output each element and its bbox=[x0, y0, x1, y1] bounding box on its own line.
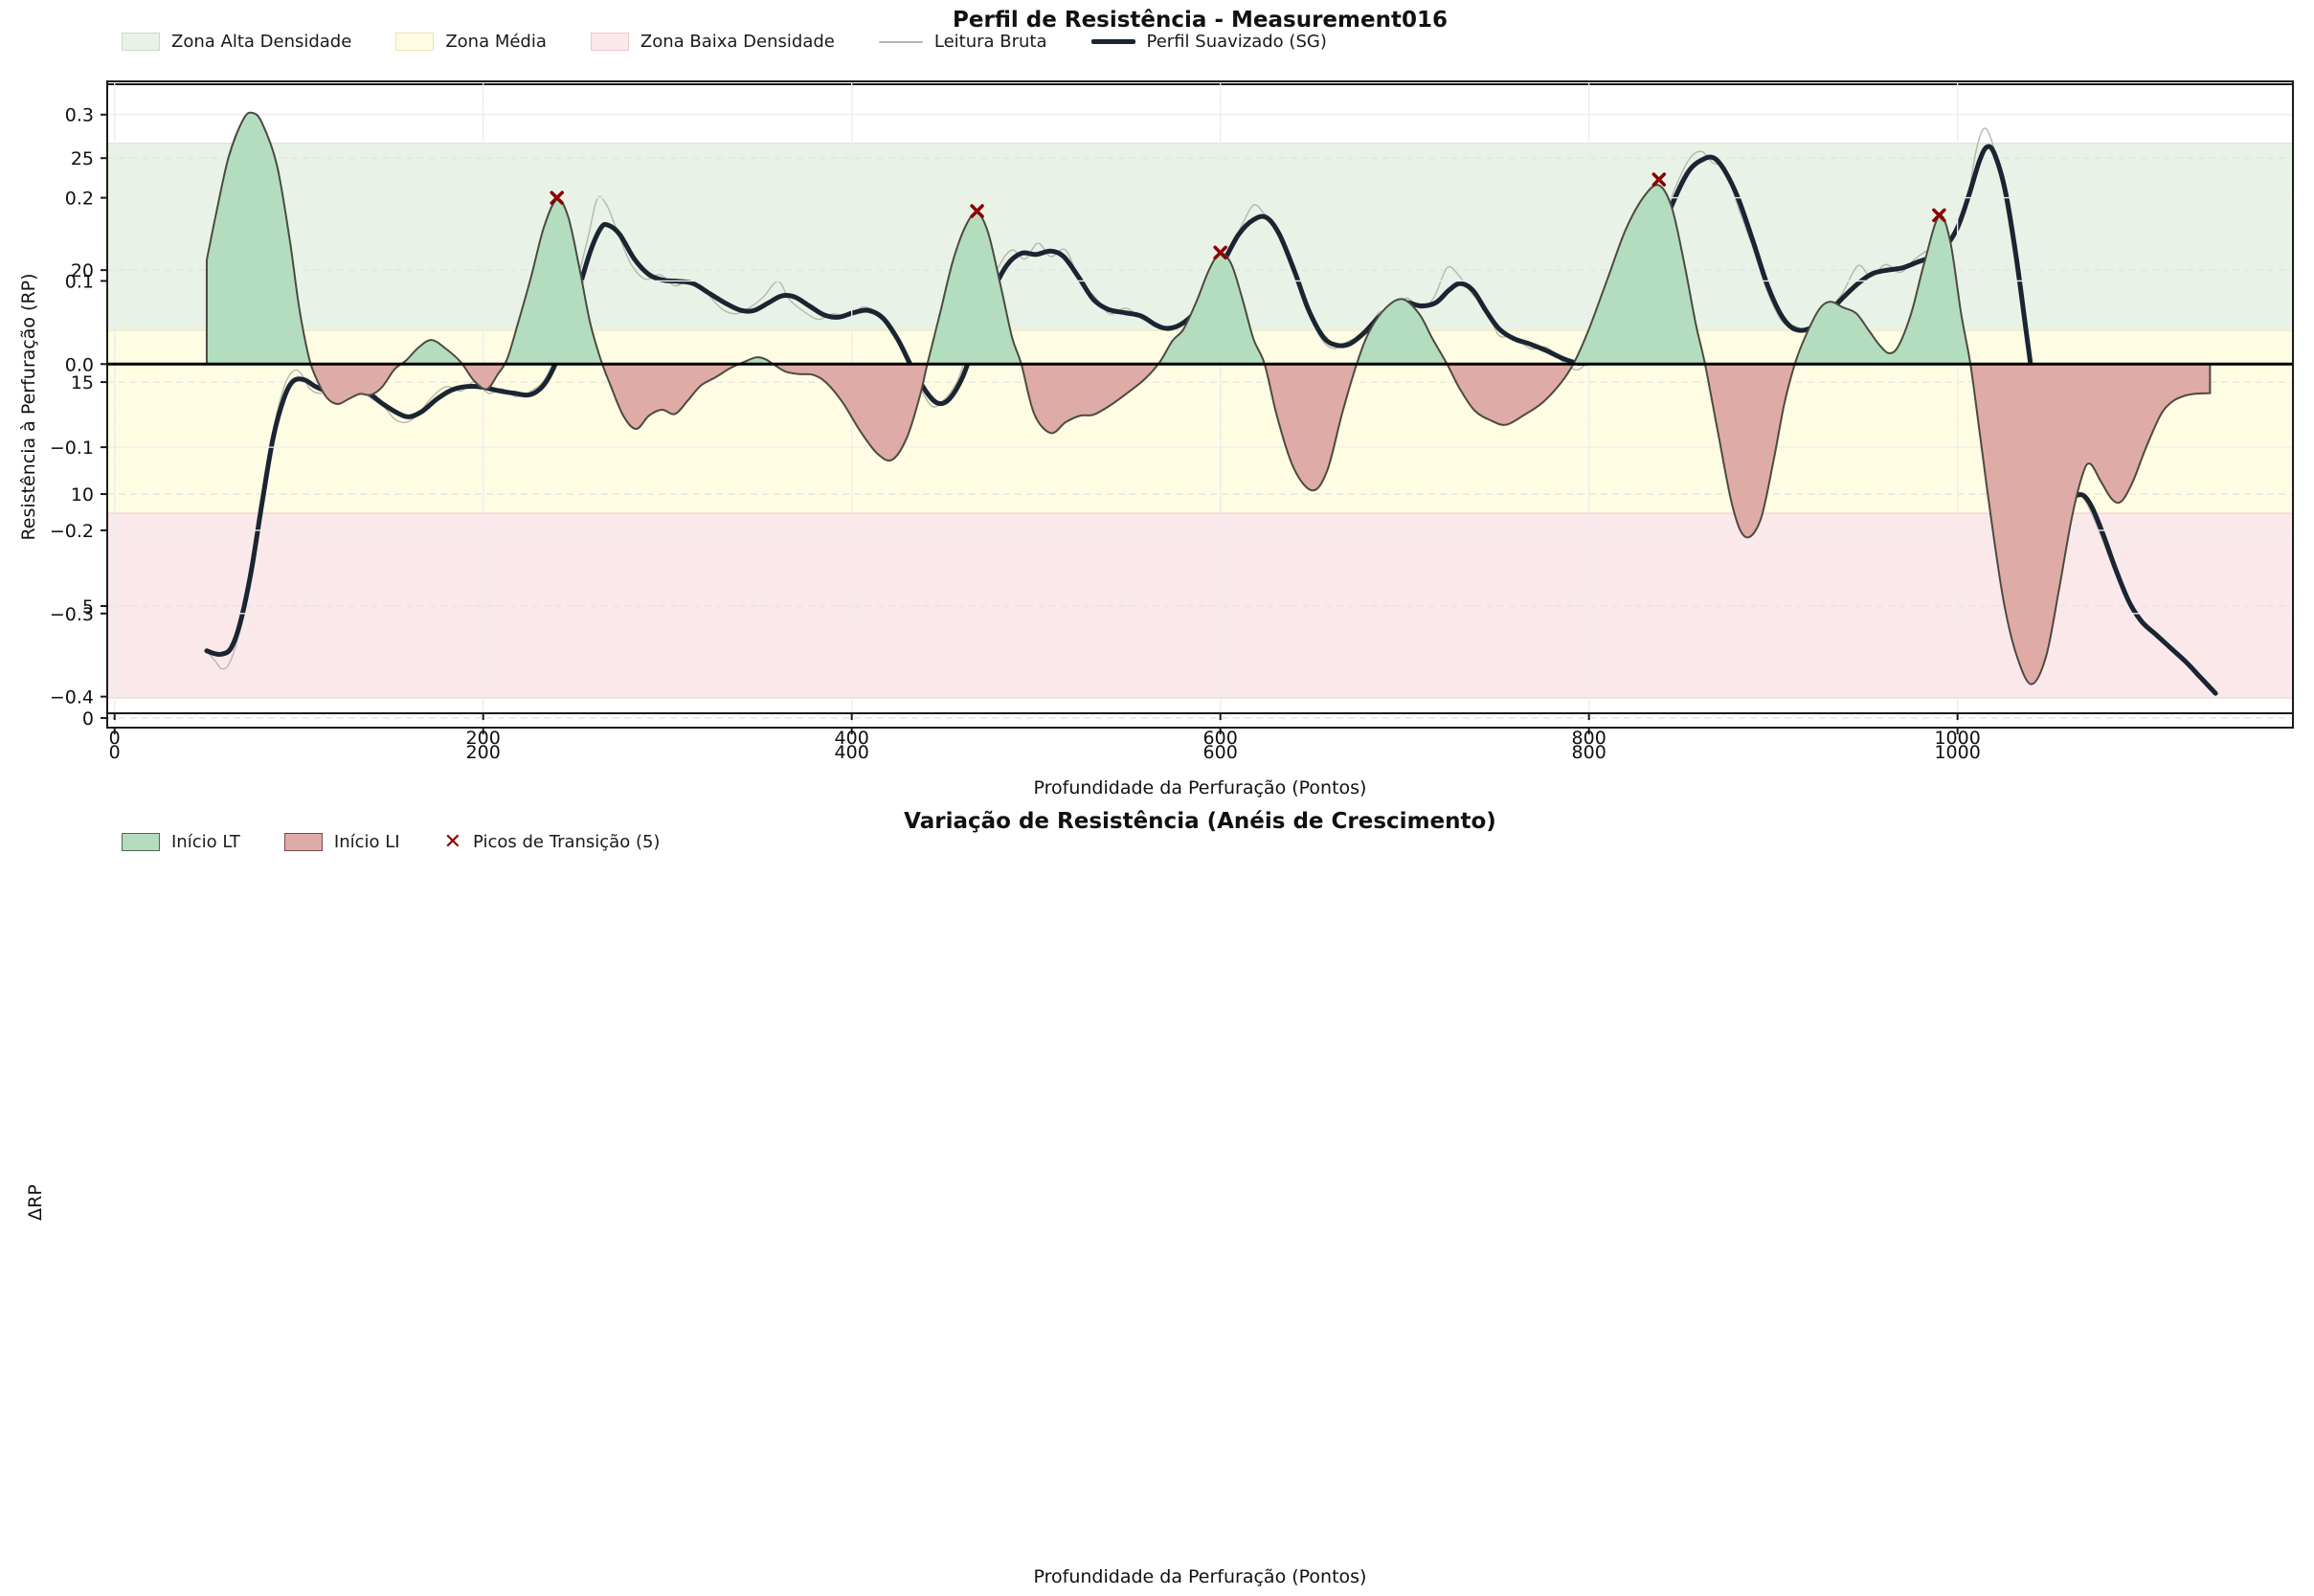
y-tick-label: −0.2 bbox=[50, 521, 94, 542]
y-tick-label: −0.1 bbox=[50, 438, 94, 459]
resistance-chart-xlabel: Profundidade da Perfuração (Pontos) bbox=[1033, 777, 1367, 798]
peak-x-icon bbox=[1213, 245, 1227, 260]
x-tick-label: 200 bbox=[466, 742, 501, 763]
y-tick-label: 0.3 bbox=[65, 105, 94, 126]
variation-chart-title: Variação de Resistência (Anéis de Cresci… bbox=[904, 809, 1496, 834]
x-tick-label: 400 bbox=[835, 728, 869, 749]
legend-patch-icon bbox=[395, 33, 435, 51]
y-tick-label: 0.2 bbox=[65, 189, 94, 210]
legend-item: Início LT bbox=[122, 832, 240, 852]
variation-chart-xlabel: Profundidade da Perfuração (Pontos) bbox=[1033, 1566, 1367, 1587]
peak-x-icon bbox=[970, 204, 984, 218]
variation-delta-plot: 0 200 400 600 800 10000.30.20.10.0−0.1−0.2−0.… bbox=[50, 80, 2294, 749]
legend-item: Zona Média bbox=[395, 32, 547, 52]
y-tick-label: −0.4 bbox=[50, 687, 94, 708]
peak-x-icon bbox=[550, 191, 564, 205]
variation-chart-legend: Início LT Início LI ✕ Picos de Transição (5… bbox=[122, 830, 661, 854]
variation-chart-ylabel: ΔRP bbox=[25, 1184, 46, 1221]
legend-label: Picos de Transição (5) bbox=[473, 832, 661, 852]
x-tick-label: 0 bbox=[109, 742, 121, 763]
x-tick-label: 0 bbox=[109, 728, 121, 749]
legend-patch-icon bbox=[590, 33, 629, 51]
tick-layer: 0 200 400 600 800 10000.30.20.10.0−0.1−0.2−0.… bbox=[50, 105, 1981, 749]
resistance-chart-title: Perfil de Resistência - Measurement016 bbox=[953, 8, 1448, 33]
y-tick-label: 0.0 bbox=[65, 354, 94, 375]
resistance-chart-legend: Zona Alta Densidade Zona Média Zona Baixa … bbox=[122, 32, 1327, 52]
legend-item: Perfil Suavizado (SG) bbox=[1090, 32, 1327, 52]
tick-layer: 0 200 400 600 800 1000 0 5 10 15 20 25 bbox=[71, 148, 1981, 763]
legend-patch-icon bbox=[122, 833, 160, 851]
peak-markers bbox=[550, 172, 1946, 260]
x-tick-label: 600 bbox=[1203, 728, 1238, 749]
legend-line-icon bbox=[878, 40, 923, 43]
x-tick-label: 800 bbox=[1572, 742, 1606, 763]
y-tick-label: 0 bbox=[82, 708, 94, 730]
legend-label: Início LI bbox=[333, 832, 400, 852]
x-tick-label: 600 bbox=[1203, 742, 1238, 763]
legend-label: Início LT bbox=[171, 832, 240, 852]
y-tick-label: 20 bbox=[71, 260, 94, 281]
legend-item: Leitura Bruta bbox=[878, 32, 1047, 52]
peak-x-icon bbox=[1932, 208, 1946, 223]
peak-x-icon bbox=[1651, 172, 1667, 187]
x-tick-label: 1000 bbox=[1934, 728, 1980, 749]
delta-curve bbox=[205, 111, 2212, 686]
legend-patch-icon bbox=[283, 833, 323, 851]
y-tick-label: 25 bbox=[71, 148, 94, 169]
legend-line-icon bbox=[1090, 39, 1135, 44]
y-tick-label: 5 bbox=[82, 596, 94, 618]
delta-area-negative bbox=[310, 364, 2211, 685]
x-tick-label: 400 bbox=[835, 742, 869, 763]
legend-item: Zona Baixa Densidade bbox=[590, 32, 835, 52]
y-tick-label: 15 bbox=[71, 372, 94, 393]
x-tick-label: 1000 bbox=[1934, 742, 1980, 763]
grid-layer bbox=[107, 81, 2293, 713]
legend-item: Zona Alta Densidade bbox=[122, 32, 351, 52]
legend-label: Perfil Suavizado (SG) bbox=[1146, 32, 1327, 52]
legend-x-marker-icon: ✕ bbox=[443, 830, 462, 854]
legend-item: Início LI bbox=[283, 832, 400, 852]
legend-label: Leitura Bruta bbox=[933, 32, 1047, 52]
y-tick-label: 10 bbox=[71, 484, 94, 506]
delta-area-positive bbox=[206, 112, 2211, 365]
legend-label: Zona Média bbox=[445, 32, 547, 52]
legend-item: ✕ Picos de Transição (5) bbox=[443, 830, 661, 854]
y-tick-label: −0.3 bbox=[50, 604, 94, 625]
x-tick-label: 800 bbox=[1572, 728, 1606, 749]
legend-label: Zona Alta Densidade bbox=[171, 32, 352, 52]
legend-label: Zona Baixa Densidade bbox=[640, 32, 835, 52]
x-tick-label: 200 bbox=[466, 728, 501, 749]
y-tick-label: 0.1 bbox=[65, 271, 94, 292]
legend-patch-icon bbox=[122, 33, 160, 51]
plot-spines bbox=[106, 80, 2294, 714]
